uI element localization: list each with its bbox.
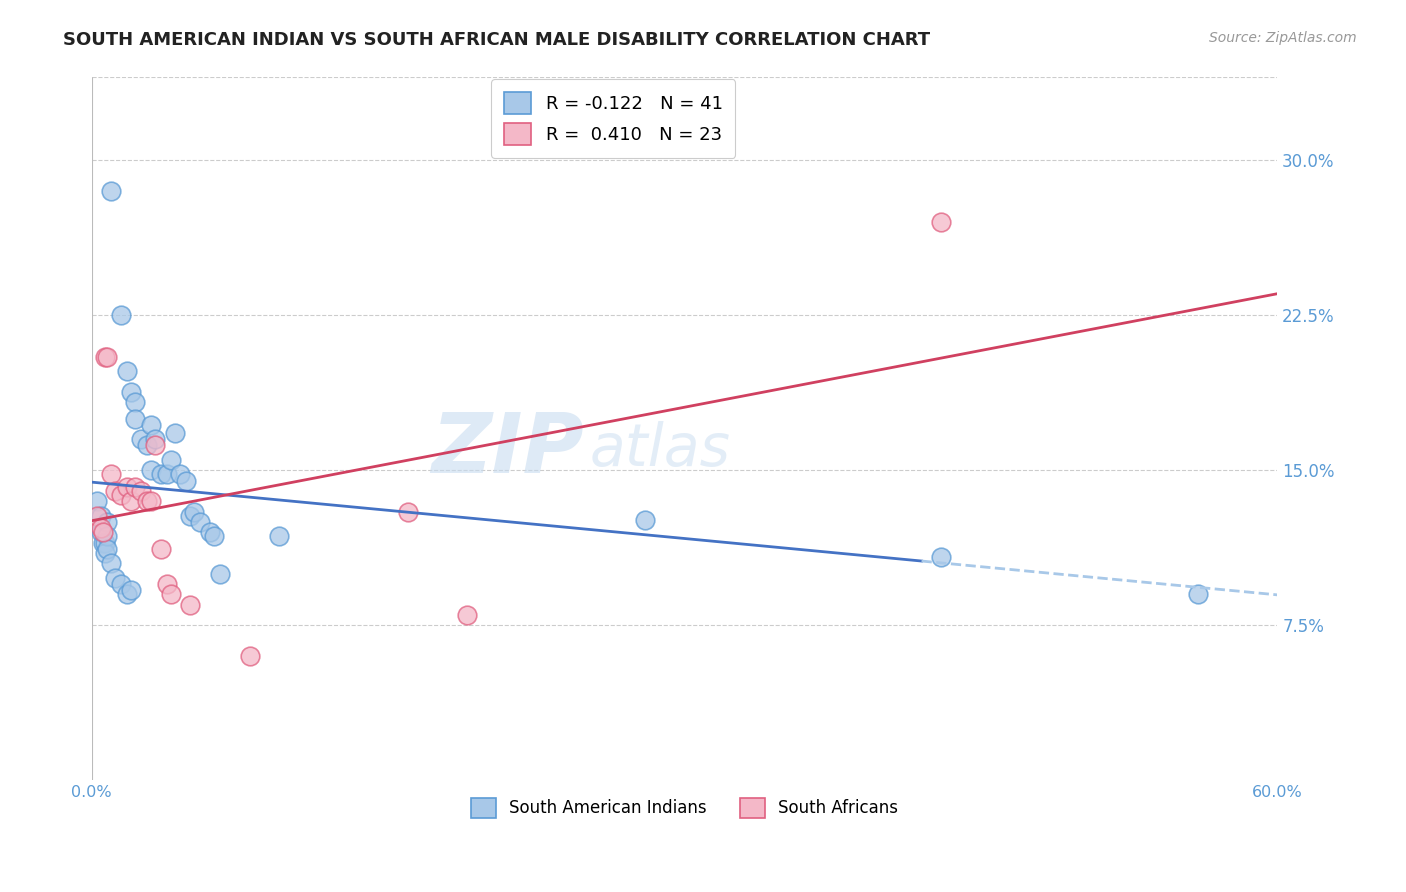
Point xyxy=(159,453,181,467)
Point xyxy=(86,494,108,508)
Point xyxy=(110,308,132,322)
Point xyxy=(104,483,127,498)
Point xyxy=(239,649,262,664)
Point xyxy=(93,525,115,540)
Point xyxy=(110,488,132,502)
Text: SOUTH AMERICAN INDIAN VS SOUTH AFRICAN MALE DISABILITY CORRELATION CHART: SOUTH AMERICAN INDIAN VS SOUTH AFRICAN M… xyxy=(63,31,931,49)
Point xyxy=(129,432,152,446)
Point xyxy=(94,546,117,560)
Point xyxy=(120,583,142,598)
Point xyxy=(156,577,179,591)
Text: atlas: atlas xyxy=(589,421,731,478)
Point xyxy=(456,607,478,622)
Point xyxy=(120,384,142,399)
Point xyxy=(120,494,142,508)
Point xyxy=(163,425,186,440)
Point xyxy=(143,432,166,446)
Point xyxy=(96,541,118,556)
Point xyxy=(176,474,198,488)
Text: Source: ZipAtlas.com: Source: ZipAtlas.com xyxy=(1209,31,1357,45)
Point xyxy=(183,504,205,518)
Point xyxy=(169,467,191,482)
Point xyxy=(115,480,138,494)
Point xyxy=(129,483,152,498)
Point xyxy=(100,467,122,482)
Point xyxy=(188,515,211,529)
Point xyxy=(208,566,231,581)
Point xyxy=(90,508,112,523)
Point xyxy=(124,395,146,409)
Point xyxy=(90,525,112,540)
Point xyxy=(110,577,132,591)
Point xyxy=(139,494,162,508)
Point xyxy=(96,529,118,543)
Point xyxy=(149,541,172,556)
Point xyxy=(100,556,122,570)
Point xyxy=(139,417,162,432)
Point xyxy=(93,535,115,549)
Point xyxy=(931,549,953,564)
Point xyxy=(179,598,201,612)
Point xyxy=(1187,587,1209,601)
Point xyxy=(104,571,127,585)
Legend: South American Indians, South Africans: South American Indians, South Africans xyxy=(464,791,905,825)
Point xyxy=(115,587,138,601)
Text: ZIP: ZIP xyxy=(432,409,583,491)
Point xyxy=(931,215,953,229)
Point xyxy=(94,350,117,364)
Point xyxy=(202,529,225,543)
Point xyxy=(115,364,138,378)
Point xyxy=(139,463,162,477)
Point xyxy=(198,525,221,540)
Point xyxy=(96,350,118,364)
Point xyxy=(396,504,419,518)
Point xyxy=(149,467,172,482)
Point xyxy=(124,480,146,494)
Point xyxy=(90,521,112,535)
Point xyxy=(135,494,157,508)
Point xyxy=(156,467,179,482)
Point xyxy=(179,508,201,523)
Point xyxy=(100,184,122,198)
Point xyxy=(96,515,118,529)
Point xyxy=(159,587,181,601)
Point xyxy=(135,438,157,452)
Point xyxy=(143,438,166,452)
Point xyxy=(124,411,146,425)
Point xyxy=(94,535,117,549)
Point xyxy=(86,508,108,523)
Point xyxy=(634,513,657,527)
Point xyxy=(269,529,291,543)
